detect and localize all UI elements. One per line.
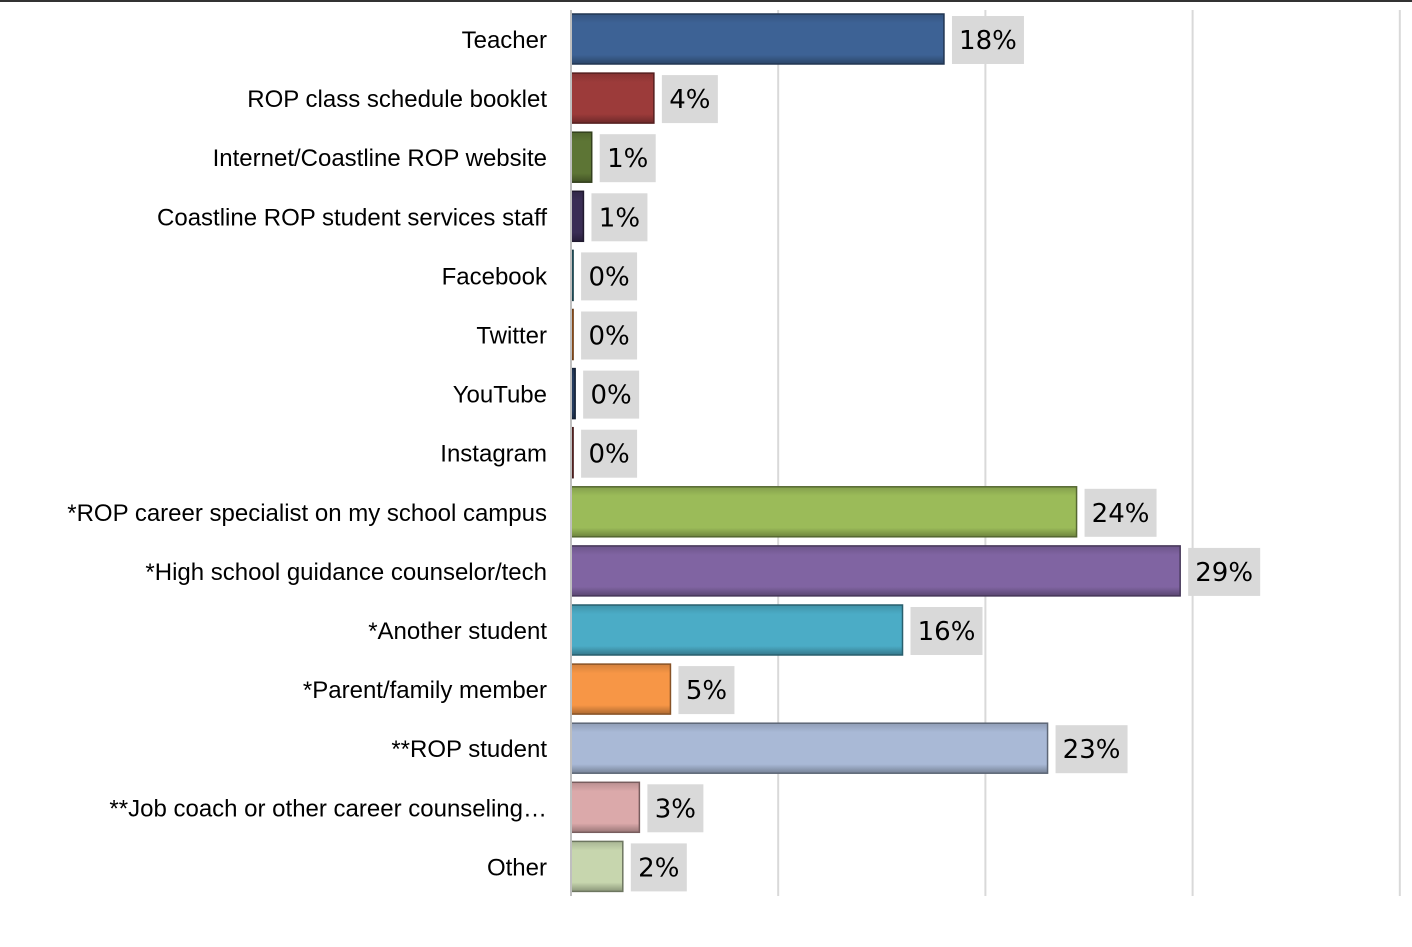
value-label-box-6 [583,370,640,419]
category-label-6: YouTube [453,382,547,409]
value-label-box-2 [599,134,656,183]
value-label-13: 3% [655,794,696,824]
value-label-7: 0% [588,440,629,470]
top-border-line [0,0,1412,2]
category-label-4: Facebook [442,263,548,290]
bar-11 [570,663,672,715]
bar-12 [570,722,1049,774]
bar-14 [570,840,624,893]
value-label-8: 24% [1092,499,1150,529]
value-label-9: 29% [1195,558,1253,588]
bar-3 [570,190,585,243]
category-labels: Teacher ROP class schedule booklet Interne… [67,27,548,881]
value-label-box-11 [678,666,735,715]
value-label-box-13 [647,784,704,833]
value-label-10: 16% [918,617,976,647]
value-label-box-8 [1084,488,1157,537]
category-label-13: **Job coach or other career counseling… [109,795,547,822]
value-label-0: 18% [959,26,1017,56]
category-label-5: Twitter [476,323,547,350]
value-labels: 18% 4% 1% 1% 0% 0% 0% 0% 24% 29% 16% 5% 23% 3% 2% [581,16,1261,892]
category-label-12: **ROP student [391,736,547,763]
value-label-4: 0% [588,262,629,292]
value-label-box-3 [591,193,648,242]
category-label-11: *Parent/family member [303,677,547,704]
value-label-box-0 [951,16,1024,64]
category-label-1: ROP class schedule booklet [247,86,547,113]
value-label-2: 1% [607,144,648,174]
value-label-box-12 [1055,725,1128,774]
value-label-5: 0% [588,322,629,352]
value-label-box-5 [581,311,638,360]
category-label-2: Internet/Coastline ROP website [213,145,547,172]
bar-13 [570,781,641,834]
value-label-box-4 [581,252,638,301]
bar-2 [570,131,593,183]
bar-1 [570,72,655,124]
bar-8 [570,486,1078,538]
value-label-11: 5% [686,676,727,706]
value-label-box-9 [1188,547,1261,596]
category-label-3: Coastline ROP student services staff [157,204,547,231]
value-label-box-7 [581,429,638,478]
value-label-3: 1% [599,203,640,233]
category-label-8: *ROP career specialist on my school camp… [67,500,547,527]
category-label-14: Other [487,854,547,881]
value-label-box-1 [661,75,718,124]
category-label-0: Teacher [462,27,547,54]
value-label-1: 4% [669,85,710,115]
value-label-12: 23% [1063,735,1121,765]
value-label-box-10 [910,607,983,655]
category-label-7: Instagram [440,441,547,468]
bars [570,13,1181,893]
category-label-9: *High school guidance counselor/tech [145,559,547,586]
category-label-10: *Another student [368,618,547,645]
bar-9 [570,545,1181,597]
bar-10 [570,604,904,656]
value-label-14: 2% [638,853,679,883]
value-label-box-14 [630,843,687,892]
bar-0 [570,13,945,65]
value-label-6: 0% [591,381,632,411]
